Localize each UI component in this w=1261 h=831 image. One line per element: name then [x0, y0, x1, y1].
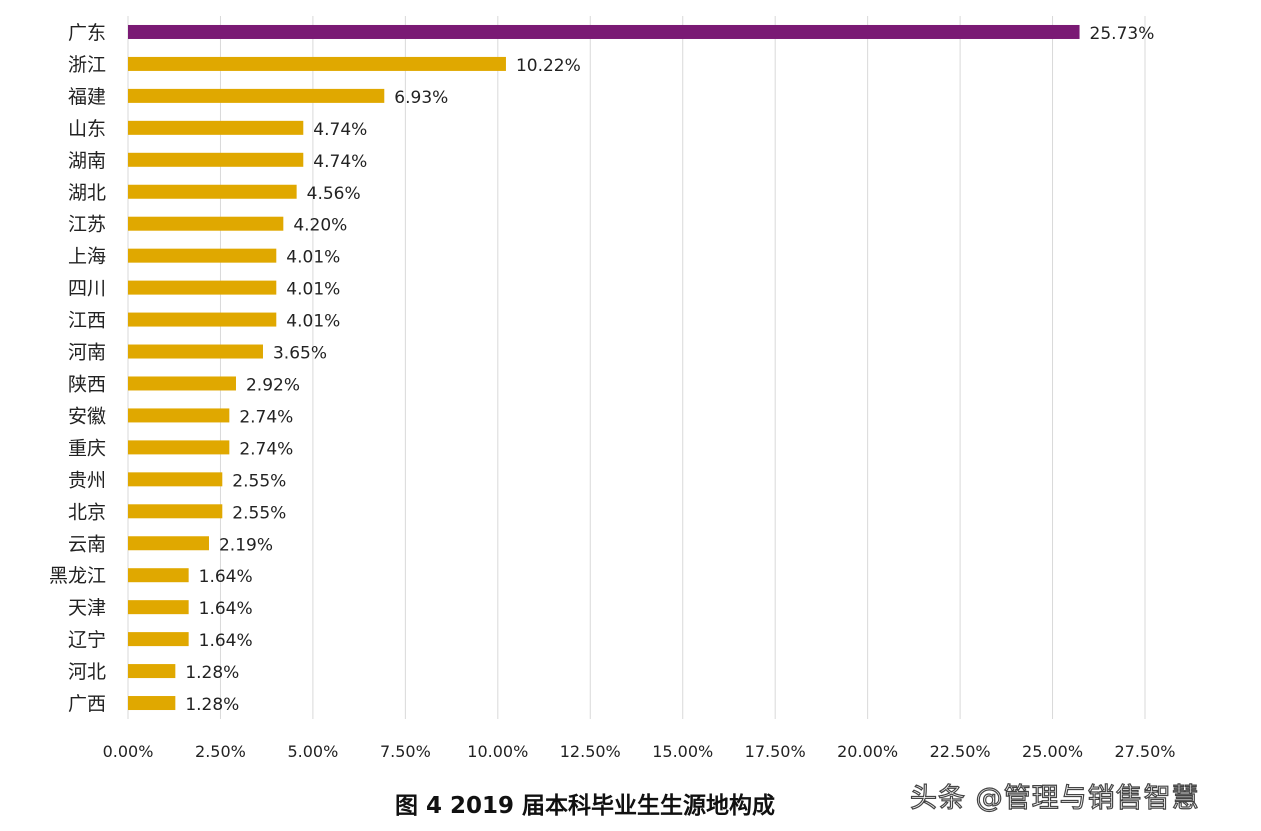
- bar: [128, 376, 236, 391]
- data-label: 4.01%: [286, 280, 340, 300]
- bar: [128, 600, 189, 615]
- category-label: 安徽: [68, 405, 106, 427]
- data-label: 3.65%: [273, 344, 327, 364]
- data-label: 2.19%: [219, 535, 273, 555]
- bars: [128, 24, 1080, 711]
- data-label: 6.93%: [394, 88, 448, 108]
- category-label: 广西: [68, 693, 106, 715]
- data-label: 1.28%: [185, 663, 239, 683]
- x-tick-label: 10.00%: [467, 742, 528, 761]
- category-label: 云南: [68, 533, 106, 555]
- category-label: 陕西: [68, 373, 106, 395]
- data-label: 4.74%: [313, 120, 367, 140]
- grid-lines: [219, 16, 1146, 719]
- bar: [128, 504, 223, 519]
- x-tick-label: 12.50%: [560, 742, 621, 761]
- data-label: 2.74%: [239, 407, 293, 427]
- category-label: 福建: [68, 86, 106, 108]
- data-label: 4.56%: [307, 184, 361, 204]
- data-label: 4.20%: [293, 216, 347, 236]
- data-label: 2.74%: [239, 439, 293, 459]
- data-label: 4.01%: [286, 248, 340, 268]
- bar: [128, 344, 263, 359]
- category-label: 河南: [68, 342, 106, 364]
- category-label: 辽宁: [68, 629, 106, 651]
- bar: [128, 248, 277, 263]
- category-label: 四川: [68, 278, 106, 300]
- bar: [128, 56, 506, 71]
- category-label: 黑龙江: [49, 565, 106, 587]
- category-label: 河北: [68, 661, 106, 683]
- category-label: 广东: [68, 22, 106, 44]
- bar: [128, 696, 176, 711]
- category-label: 湖北: [68, 182, 106, 204]
- data-label: 1.64%: [199, 599, 253, 619]
- category-label: 浙江: [68, 54, 106, 76]
- bar: [128, 184, 297, 199]
- x-tick-label: 20.00%: [837, 742, 898, 761]
- bar: [128, 472, 223, 487]
- data-label: 2.55%: [232, 503, 286, 523]
- data-label: 2.55%: [232, 471, 286, 491]
- data-label: 1.64%: [199, 631, 253, 651]
- data-label: 4.01%: [286, 312, 340, 332]
- data-label: 2.92%: [246, 375, 300, 395]
- category-label: 贵州: [68, 469, 106, 491]
- bar: [128, 152, 304, 167]
- category-label: 湖南: [68, 150, 106, 172]
- x-tick-label: 7.50%: [380, 742, 431, 761]
- x-tick-label: 17.50%: [745, 742, 806, 761]
- data-label: 1.64%: [199, 567, 253, 587]
- data-label: 1.28%: [185, 695, 239, 715]
- category-label: 天津: [68, 597, 106, 619]
- category-label: 山东: [68, 118, 106, 140]
- watermark: 头条 @管理与销售智慧: [909, 782, 1200, 814]
- x-tick-label: 0.00%: [103, 742, 154, 761]
- bar: [128, 632, 189, 647]
- bar: [128, 280, 277, 295]
- data-label: 10.22%: [516, 56, 581, 76]
- bar: [128, 312, 277, 327]
- bar: [128, 568, 189, 583]
- category-label: 江苏: [68, 214, 106, 236]
- x-tick-label: 27.50%: [1114, 742, 1175, 761]
- category-label: 北京: [68, 501, 106, 523]
- bar: [128, 664, 176, 679]
- category-label: 上海: [68, 246, 106, 268]
- category-label: 江西: [68, 310, 106, 332]
- x-tick-label: 2.50%: [195, 742, 246, 761]
- bar: [128, 440, 230, 455]
- x-tick-label: 22.50%: [930, 742, 991, 761]
- bar: [128, 24, 1080, 39]
- bar: [128, 120, 304, 135]
- x-tick-label: 15.00%: [652, 742, 713, 761]
- category-label: 重庆: [68, 437, 106, 459]
- figure-caption: 图 4 2019 届本科毕业生生源地构成: [395, 793, 776, 819]
- bar: [128, 88, 385, 103]
- x-tick-label: 25.00%: [1022, 742, 1083, 761]
- data-label: 4.74%: [313, 152, 367, 172]
- bar: [128, 408, 230, 423]
- data-label: 25.73%: [1090, 24, 1155, 44]
- labels: 0.00% 2.50% 5.00% 7.50% 10.00% 12.50% 15.00% 17…: [49, 22, 1176, 761]
- bar: [128, 216, 284, 231]
- x-tick-label: 5.00%: [287, 742, 338, 761]
- bar: [128, 536, 209, 551]
